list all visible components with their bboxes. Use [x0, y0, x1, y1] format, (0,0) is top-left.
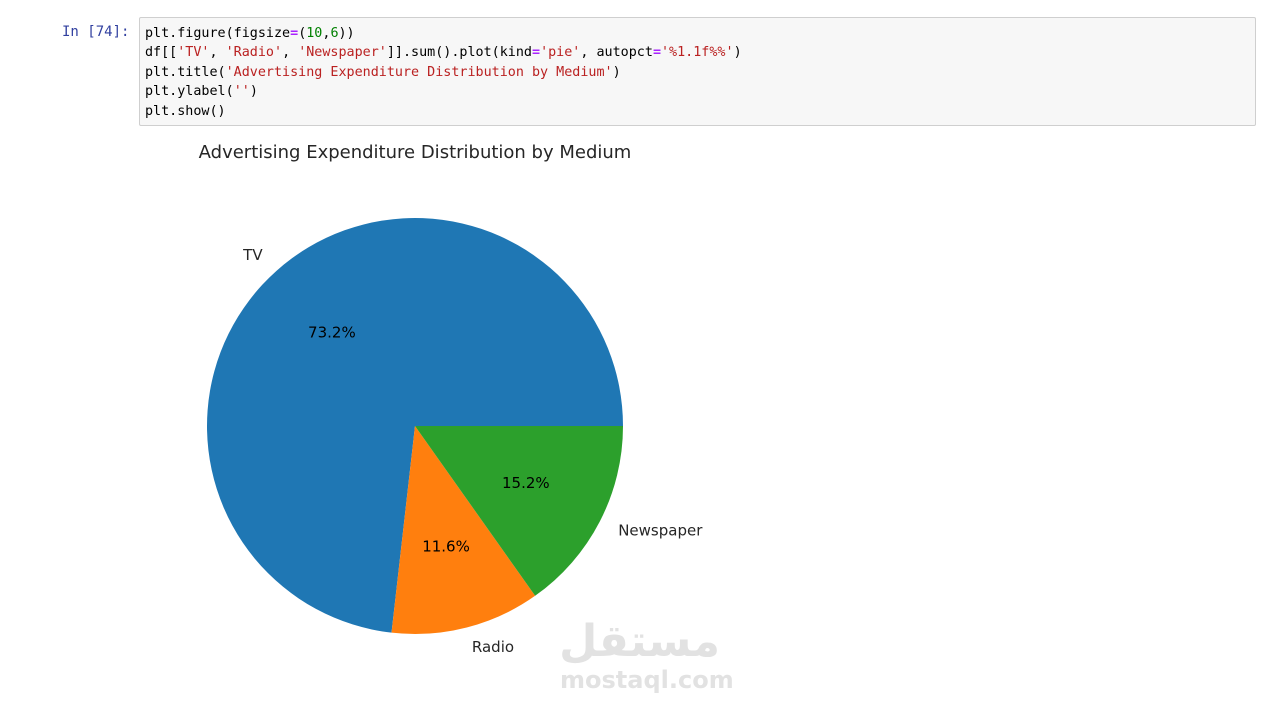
code-token: =: [652, 45, 661, 61]
pie-labels: TV 73.2% Radio 11.6% Newspaper 15.2%: [242, 246, 703, 656]
code-token: ,: [282, 45, 299, 61]
cell-output: Advertising Expenditure Distribution by …: [139, 130, 759, 704]
pie-chart: Advertising Expenditure Distribution by …: [199, 142, 704, 656]
pie-pct-label-newspaper: 15.2%: [502, 474, 550, 492]
code-token: '': [233, 84, 250, 100]
code-line-3: plt.title('Advertising Expenditure Distr…: [145, 63, 1255, 82]
pie-pct-label-tv: 73.2%: [308, 323, 356, 341]
code-token: 6: [330, 26, 339, 41]
chart-title: Advertising Expenditure Distribution by …: [199, 142, 632, 163]
code-line-5: plt.show(): [145, 103, 226, 119]
code-cell-editor[interactable]: plt.figure(figsize=(10,6)) df[['TV', 'Rad…: [139, 17, 1256, 126]
pie-label-newspaper: Newspaper: [618, 522, 703, 540]
pie-slice-radio: [391, 426, 536, 634]
code-token: ): [733, 45, 742, 61]
code-line-2: df[['TV', 'Radio', 'Newspaper']].sum().p…: [145, 43, 1255, 62]
code-token: =: [532, 45, 541, 61]
code-token: 10: [306, 26, 323, 41]
code-token: =: [290, 26, 299, 41]
code-token: plt.ylabel(: [145, 84, 234, 100]
code-token: plt.title(: [145, 64, 226, 80]
code-token: '%1.1f%%': [661, 45, 734, 61]
code-token: , autopct: [580, 45, 653, 61]
pie-slice-newspaper: [415, 426, 623, 596]
code-token: 'Newspaper': [298, 45, 387, 61]
code-line-4: plt.ylabel(''): [145, 82, 1255, 101]
pie-slices: [207, 218, 623, 634]
code-token: 'pie': [540, 45, 581, 61]
code-token: ): [612, 64, 621, 80]
pie-slice-tv: [207, 218, 623, 633]
code-token: ]].sum().plot(kind: [386, 45, 532, 61]
code-line-1: plt.figure(figsize=(10,6)): [145, 24, 1255, 43]
code-token: 'Radio': [225, 45, 283, 61]
pie-label-radio: Radio: [472, 638, 514, 656]
code-token: plt.figure(figsize: [145, 26, 291, 41]
code-token: 'TV': [177, 45, 210, 61]
code-token: ): [249, 84, 258, 100]
cell-prompt: In [74]:: [62, 24, 130, 40]
code-token: ,: [322, 26, 331, 41]
code-token: ,: [209, 45, 226, 61]
code-token: (: [298, 26, 307, 41]
code-token: df[[: [145, 45, 178, 61]
pie-pct-label-radio: 11.6%: [422, 537, 470, 555]
code-token: 'Advertising Expenditure Distribution by…: [225, 64, 613, 80]
pie-label-tv: TV: [242, 246, 263, 264]
code-token: )): [338, 26, 355, 41]
